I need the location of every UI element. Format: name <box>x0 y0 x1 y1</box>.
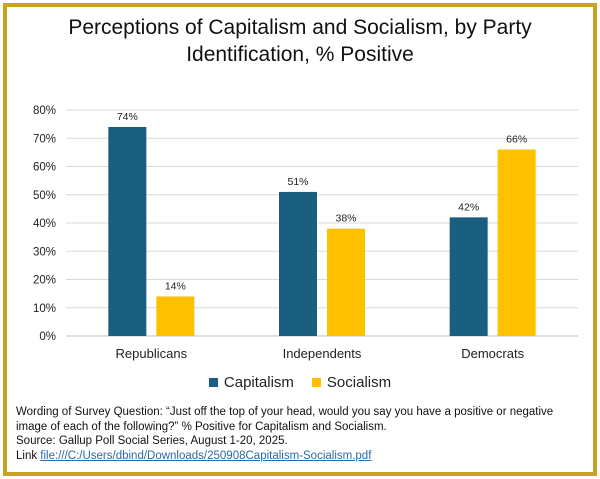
bar-socialism-democrats <box>497 149 536 336</box>
x-tick-label: Democrats <box>461 346 524 361</box>
source-link[interactable]: file:///C:/Users/dbind/Downloads/250908C… <box>40 449 372 462</box>
bar-socialism-independents <box>327 228 365 336</box>
legend-swatch-capitalism <box>208 378 218 387</box>
y-tick-label: 0% <box>39 331 56 343</box>
y-tick-label: 10% <box>33 303 56 315</box>
x-tick-label: Independents <box>283 346 362 361</box>
x-tick-label: Republicans <box>116 346 188 361</box>
link-prefix: Link <box>16 449 41 462</box>
chart-title-line-2: Identification, % Positive <box>186 43 414 66</box>
data-label: 51% <box>287 176 308 188</box>
bar-socialism-republicans <box>156 296 195 336</box>
bar-capitalism-republicans <box>108 126 147 336</box>
legend-label-capitalism: Capitalism <box>223 374 294 391</box>
legend-item-socialism: Socialism <box>311 374 392 391</box>
legend-swatch-socialism <box>311 378 321 387</box>
footnotes: Wording of Survey Question: “Just off th… <box>16 405 581 463</box>
data-label: 42% <box>458 201 479 213</box>
y-tick-label: 40% <box>33 218 56 230</box>
bar-capitalism-democrats <box>449 217 488 336</box>
y-tick-label: 30% <box>33 246 56 258</box>
legend-label-socialism: Socialism <box>326 374 392 391</box>
y-tick-label: 60% <box>33 162 56 174</box>
data-label: 38% <box>335 213 356 225</box>
legend-item-capitalism: Capitalism <box>208 374 294 391</box>
link-note: Link file:///C:/Users/dbind/Downloads/25… <box>16 449 581 464</box>
data-label: 14% <box>165 280 186 292</box>
bar-capitalism-independents <box>279 191 317 336</box>
y-tick-label: 80% <box>33 105 56 117</box>
y-tick-label: 70% <box>33 133 56 145</box>
legend: Capitalism Socialism <box>0 374 600 391</box>
data-label: 74% <box>117 111 138 123</box>
chart-title: Perceptions of Capitalism and Socialism,… <box>0 14 600 68</box>
y-tick-label: 20% <box>33 275 56 287</box>
data-label: 66% <box>506 134 527 146</box>
survey-question-note: Wording of Survey Question: “Just off th… <box>16 406 554 433</box>
y-tick-label: 50% <box>33 190 56 202</box>
source-note: Source: Gallup Poll Social Series, Augus… <box>16 435 288 447</box>
chart-title-line-1: Perceptions of Capitalism and Socialism,… <box>68 16 532 39</box>
